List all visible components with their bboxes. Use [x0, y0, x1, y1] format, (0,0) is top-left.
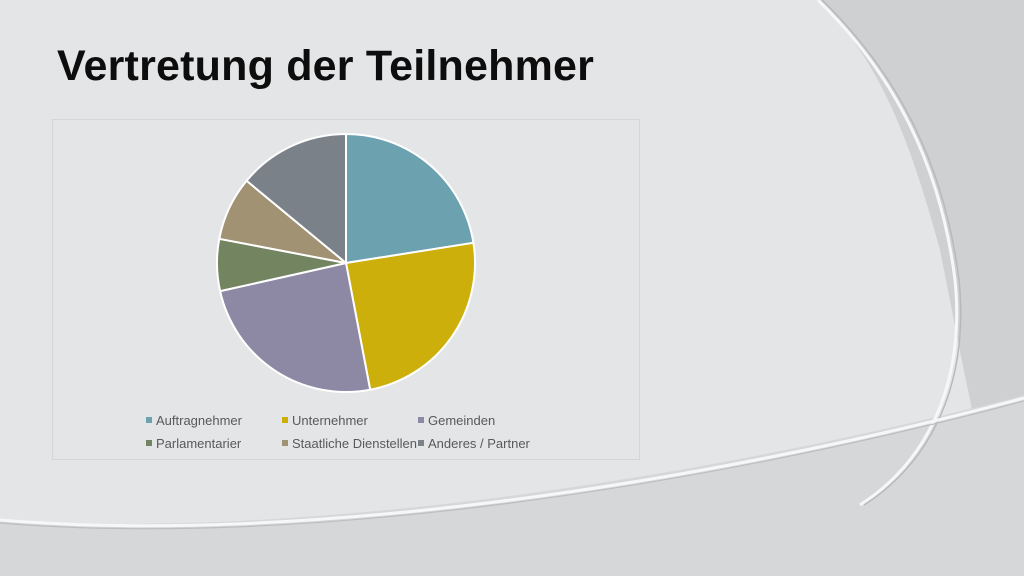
legend-swatch	[146, 440, 152, 446]
legend-swatch	[146, 417, 152, 423]
legend-swatch	[418, 440, 424, 446]
legend-label: Staatliche Dienstellen	[292, 435, 418, 451]
pie-slice-unternehmer	[345, 241, 476, 391]
background-swoosh-fill	[0, 395, 1024, 576]
legend-item-auftragnehmer: Auftragnehmer	[146, 412, 282, 428]
pie-slice-gemeinden	[219, 262, 372, 393]
legend-label: Unternehmer	[292, 412, 368, 428]
background-corner-shape	[818, 0, 1024, 560]
pie-slice-auftragnehmer	[345, 133, 475, 264]
background-arc-right-shadow	[821, 0, 962, 506]
legend-swatch	[418, 417, 424, 423]
background-swoosh-line	[0, 396, 1024, 528]
legend-item-unternehmer: Unternehmer	[282, 412, 418, 428]
legend-item-anderes-partner: Anderes / Partner	[418, 435, 558, 451]
legend-item-gemeinden: Gemeinden	[418, 412, 558, 428]
background-swoosh-line-shadow	[0, 400, 1024, 530]
legend-item-parlamentarier: Parlamentarier	[146, 435, 282, 451]
legend-label: Auftragnehmer	[156, 412, 242, 428]
legend-label: Anderes / Partner	[428, 435, 530, 451]
background-arc-right	[816, 0, 959, 507]
legend-label: Parlamentarier	[156, 435, 242, 451]
legend-item-staatliche-dienstellen: Staatliche Dienstellen	[282, 435, 418, 451]
slide-title: Vertretung der Teilnehmer	[57, 42, 595, 90]
chart-area	[52, 119, 640, 460]
legend-swatch	[282, 417, 288, 423]
pie-slice-anderes-partner	[245, 133, 347, 264]
legend-label: Gemeinden	[428, 412, 496, 428]
legend-swatch	[282, 440, 288, 446]
chart-legend: Auftragnehmer Unternehmer Gemeinden Parl…	[146, 412, 566, 451]
